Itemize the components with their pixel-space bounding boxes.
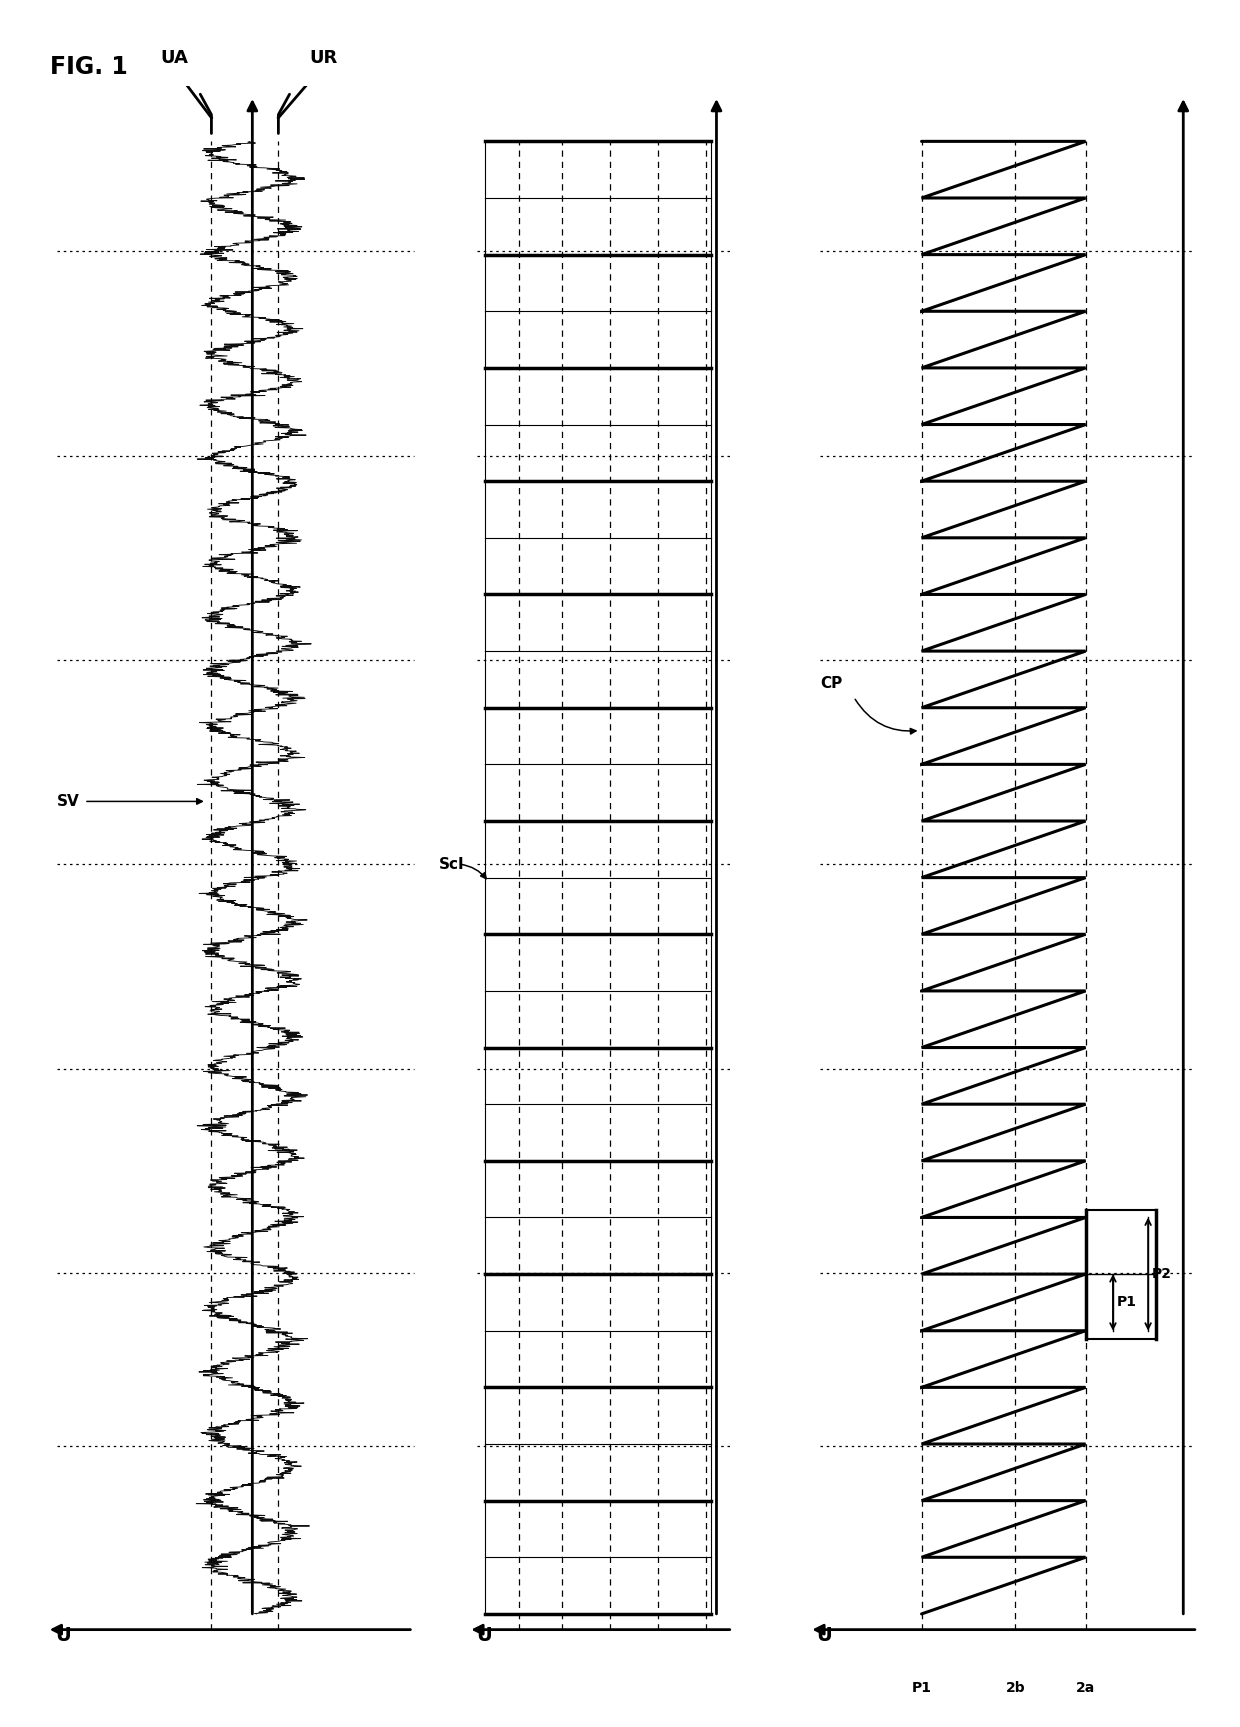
Text: UA: UA <box>160 50 188 67</box>
Text: U: U <box>476 1627 492 1646</box>
Text: UR: UR <box>309 50 337 67</box>
Text: FIG. 1: FIG. 1 <box>50 55 128 79</box>
Text: 2b: 2b <box>1006 1682 1025 1696</box>
Text: P1: P1 <box>1117 1295 1137 1309</box>
Text: ScI: ScI <box>439 857 465 872</box>
Text: SV: SV <box>57 794 79 808</box>
Text: U: U <box>55 1627 71 1646</box>
Text: 2a: 2a <box>1076 1682 1095 1696</box>
Text: P1: P1 <box>911 1682 931 1696</box>
Text: U: U <box>816 1627 832 1646</box>
Text: P2: P2 <box>1152 1268 1172 1281</box>
Text: CP: CP <box>820 677 842 691</box>
